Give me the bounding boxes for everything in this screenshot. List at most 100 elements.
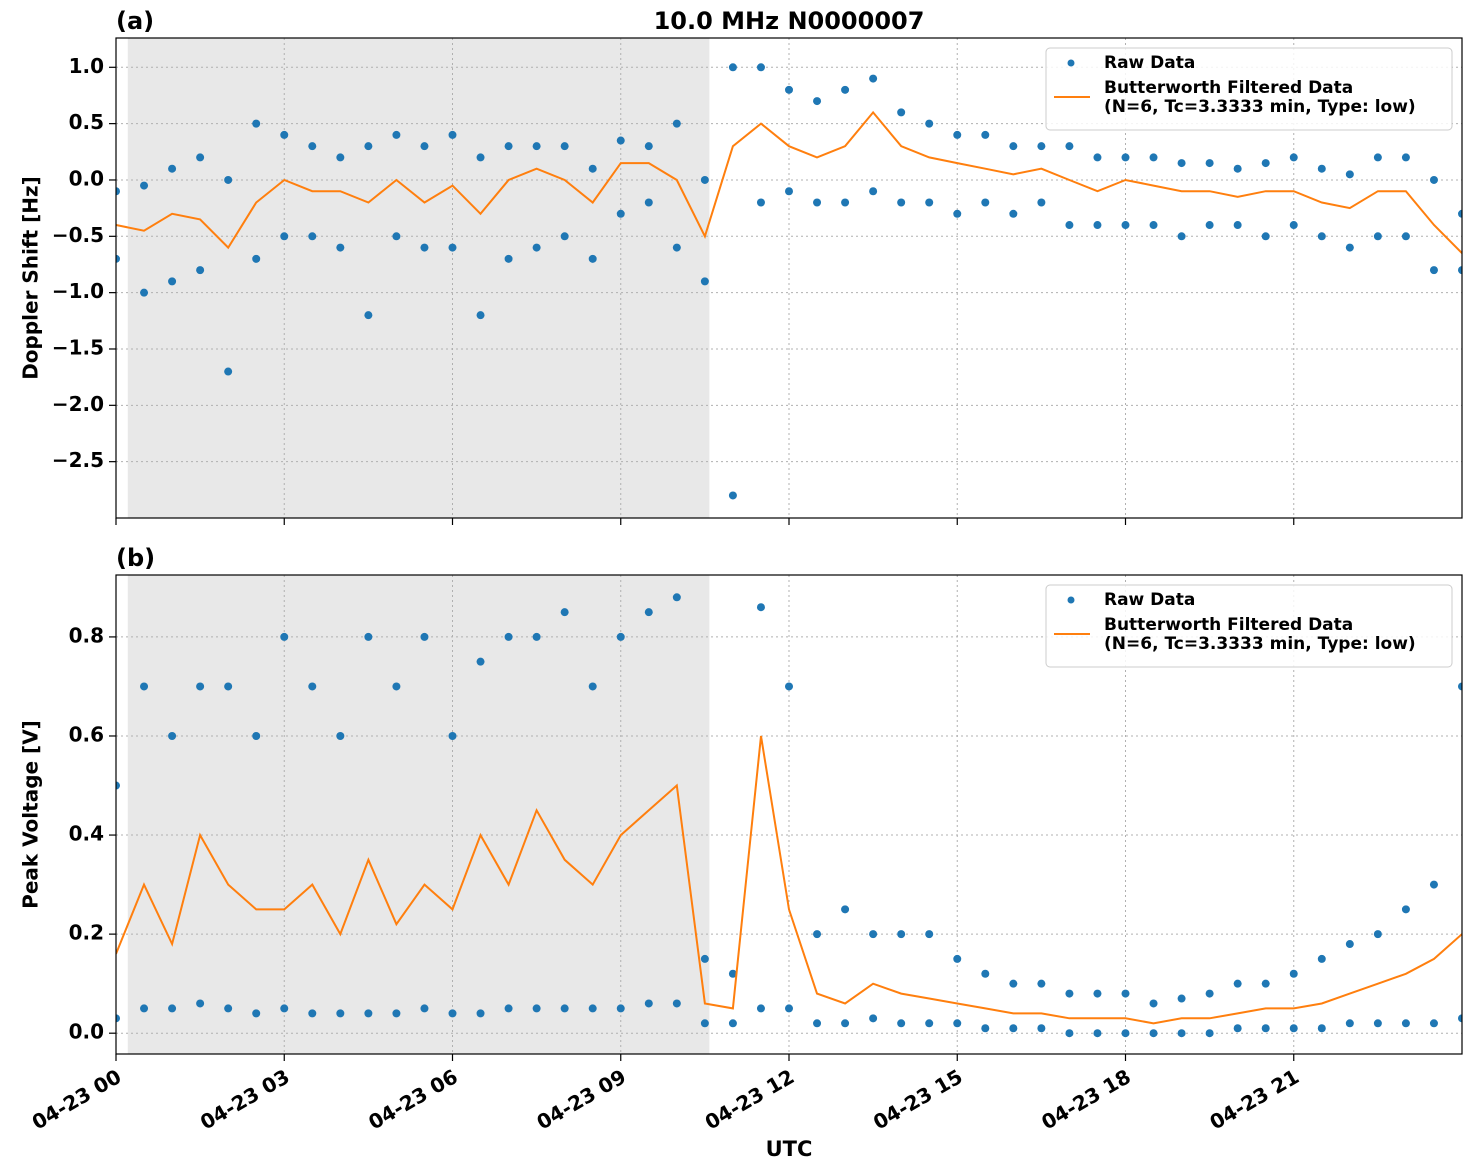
raw-point: [336, 731, 345, 740]
raw-point: [1065, 1029, 1074, 1038]
raw-point: [616, 632, 625, 641]
raw-point: [813, 1019, 822, 1028]
y-tick-label: 0.2: [69, 921, 104, 945]
raw-point: [504, 142, 513, 151]
raw-point: [364, 1009, 373, 1018]
raw-point: [532, 142, 541, 151]
raw-point: [1149, 1029, 1158, 1038]
raw-point: [925, 930, 934, 939]
raw-point: [1121, 989, 1130, 998]
raw-point: [196, 266, 205, 275]
raw-point: [841, 1019, 850, 1028]
raw-point: [336, 153, 345, 162]
raw-point: [116, 254, 120, 263]
legend-label: Butterworth Filtered Data (N=6, Tc=3.3333…: [1104, 78, 1416, 117]
y-tick-label: 1.0: [69, 54, 104, 78]
legend-label: Raw Data: [1104, 53, 1195, 73]
filtered-line: [116, 110, 1462, 254]
raw-point: [392, 232, 401, 241]
raw-point: [168, 277, 177, 286]
raw-point: [1401, 905, 1410, 914]
legend-label: Butterworth Filtered Data (N=6, Tc=3.3333…: [1104, 615, 1416, 654]
y-tick-label: 0.0: [69, 166, 104, 190]
raw-point: [869, 1014, 878, 1023]
raw-point: [1065, 989, 1074, 998]
raw-point: [644, 608, 653, 617]
raw-point: [252, 731, 261, 740]
legend-label: Raw Data: [1104, 590, 1195, 610]
raw-point: [1373, 232, 1382, 241]
raw-point: [756, 1004, 765, 1013]
x-tick-label: 04-23 18: [1037, 1064, 1135, 1134]
raw-point: [308, 1009, 317, 1018]
y-tick-label: −2.0: [52, 392, 104, 416]
raw-point: [196, 682, 205, 691]
raw-point: [1458, 209, 1462, 218]
raw-point: [280, 130, 289, 139]
raw-point: [392, 1009, 401, 1018]
raw-point: [364, 311, 373, 320]
raw-point: [869, 930, 878, 939]
raw-point: [476, 311, 485, 320]
y-tick-label: 0.0: [69, 1020, 104, 1044]
raw-point: [336, 1009, 345, 1018]
raw-point: [588, 254, 597, 263]
raw-point: [644, 142, 653, 151]
raw-point: [1345, 170, 1354, 179]
raw-point: [785, 1004, 793, 1013]
y-tick-label: −2.5: [52, 448, 104, 472]
raw-point: [1345, 940, 1354, 949]
raw-point: [756, 198, 765, 207]
x-tick-label: 04-23 09: [532, 1064, 630, 1134]
raw-point: [1317, 1024, 1326, 1033]
raw-point: [925, 198, 934, 207]
raw-point: [448, 243, 457, 252]
raw-point: [1233, 164, 1242, 173]
raw-point: [1289, 969, 1298, 978]
raw-point: [1177, 994, 1186, 1003]
raw-point: [813, 198, 822, 207]
raw-point: [981, 130, 990, 139]
raw-point: [813, 97, 822, 106]
raw-point: [841, 905, 850, 914]
raw-point: [224, 367, 233, 376]
raw-point: [280, 632, 289, 641]
x-tick-label: 04-23 12: [701, 1064, 799, 1134]
raw-point: [1345, 1019, 1354, 1028]
raw-point: [672, 119, 681, 128]
raw-point: [981, 969, 990, 978]
raw-point: [420, 142, 429, 151]
raw-point: [756, 63, 765, 72]
raw-point: [1429, 175, 1438, 184]
raw-point: [1149, 221, 1158, 230]
raw-point: [588, 164, 597, 173]
raw-point: [841, 198, 850, 207]
y-tick-label: 0.6: [69, 722, 104, 746]
raw-point: [1233, 221, 1242, 230]
raw-point: [1205, 1029, 1214, 1038]
raw-point: [224, 682, 233, 691]
raw-point: [252, 1009, 261, 1018]
raw-point: [532, 243, 541, 252]
raw-point: [700, 277, 709, 286]
x-tick-label: 04-23 03: [196, 1064, 294, 1134]
raw-point: [116, 187, 120, 196]
raw-point: [1233, 979, 1242, 988]
y-tick-label: 0.4: [69, 822, 104, 846]
raw-point: [869, 74, 878, 83]
raw-point: [116, 1014, 120, 1023]
filtered-line: [116, 735, 1462, 1025]
raw-point: [392, 130, 401, 139]
raw-point: [1037, 1024, 1046, 1033]
raw-point: [140, 1004, 149, 1013]
raw-point: [644, 198, 653, 207]
raw-point: [476, 1009, 485, 1018]
raw-point: [448, 731, 457, 740]
raw-point: [1121, 1029, 1130, 1038]
raw-point: [476, 153, 485, 162]
raw-point: [308, 142, 317, 151]
raw-point: [728, 63, 737, 72]
raw-point: [1317, 232, 1326, 241]
raw-point: [728, 969, 737, 978]
raw-point: [196, 999, 205, 1008]
